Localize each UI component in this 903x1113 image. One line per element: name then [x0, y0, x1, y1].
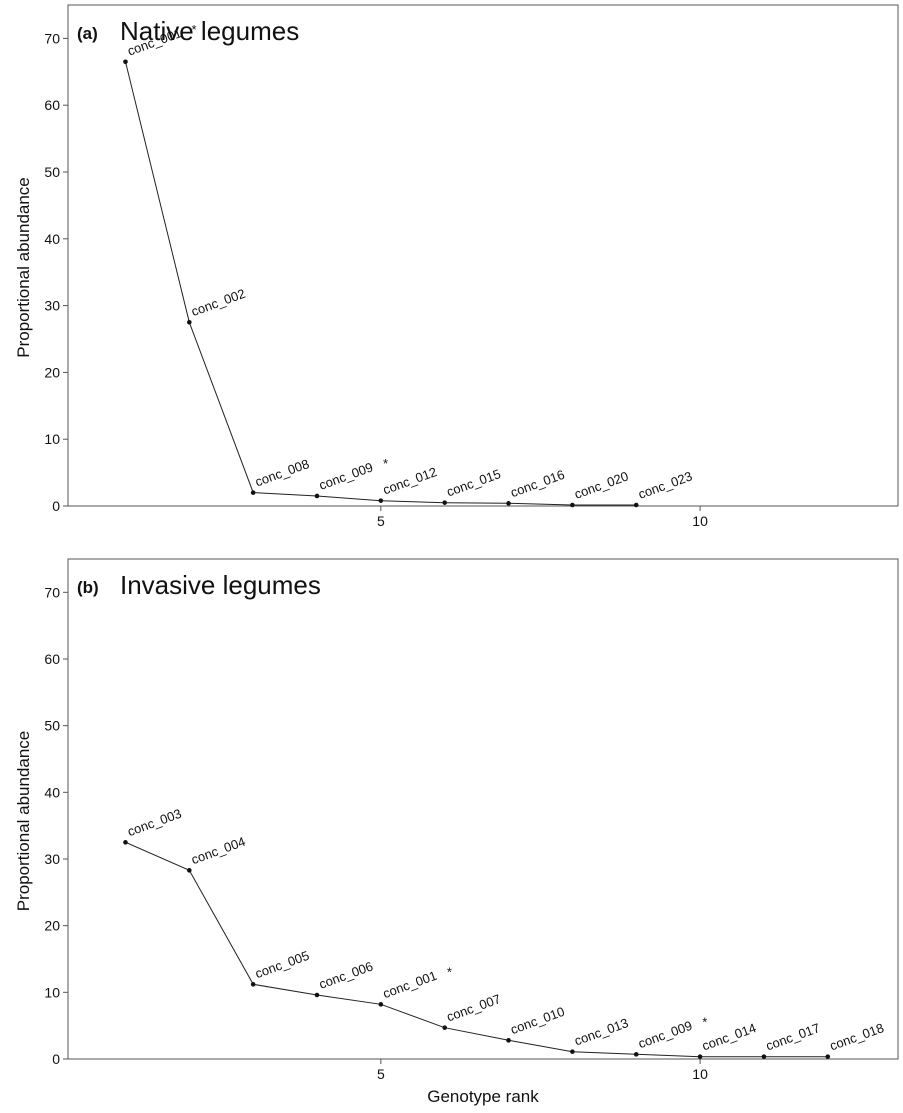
point-asterisk: * [383, 456, 388, 471]
panel-a-native-legumes: (a) Native legumes Proportional abundanc… [14, 4, 899, 529]
panel-b-invasive-legumes: (b) Invasive legumes Proportional abunda… [14, 558, 899, 1082]
point-label: conc_013 [572, 1015, 630, 1048]
data-point [825, 1054, 831, 1059]
point-label: conc_017 [764, 1020, 822, 1053]
data-point [761, 1054, 767, 1059]
data-point [250, 982, 256, 987]
point-label: conc_003 [125, 806, 183, 839]
point-label: conc_012 [381, 464, 439, 497]
data-point [378, 1002, 384, 1007]
data-point [187, 320, 192, 325]
y-tick-label: 30 [44, 298, 60, 314]
data-point [314, 992, 320, 998]
data-point [442, 1025, 447, 1030]
point-asterisk: * [447, 964, 452, 979]
y-tick-label: 40 [44, 231, 60, 247]
data-point [633, 502, 639, 508]
data-point [570, 1049, 575, 1054]
x-axis: 5 10 [377, 1059, 708, 1082]
point-label: conc_023 [636, 468, 694, 501]
point-label: conc_009 [636, 1018, 694, 1051]
y-axis: 0 10 20 30 40 50 60 70 [44, 30, 68, 514]
y-tick-label: 0 [52, 498, 60, 514]
data-point [123, 840, 128, 845]
panel-letter: (a) [77, 24, 98, 43]
point-label: conc_020 [572, 468, 630, 501]
x-tick-label: 10 [692, 513, 708, 529]
data-point [123, 59, 128, 65]
y-tick-label: 30 [44, 851, 60, 867]
data-point [378, 498, 384, 503]
series-polyline [125, 841, 828, 1058]
point-label: conc_007 [445, 991, 503, 1024]
point-label: conc_016 [508, 467, 566, 500]
data-point [250, 490, 256, 495]
y-tick-label: 50 [44, 164, 60, 180]
series-polyline [125, 61, 637, 506]
point-label: conc_009 [317, 459, 375, 492]
series-line [125, 61, 637, 506]
data-point [697, 1054, 703, 1059]
y-tick-label: 50 [44, 718, 60, 734]
point-label: conc_001 [381, 968, 439, 1001]
point-asterisk: * [191, 22, 196, 37]
data-point [506, 501, 511, 506]
y-tick-label: 10 [44, 984, 60, 1000]
x-axis: 5 10 [377, 506, 708, 529]
y-axis-title: Proportional abundance [14, 177, 33, 358]
data-point [442, 500, 447, 505]
x-axis-title: Genotype rank [427, 1087, 539, 1106]
point-label: conc_010 [508, 1004, 566, 1037]
y-tick-label: 70 [44, 584, 60, 600]
panel-title: Native legumes [120, 16, 299, 46]
series-line [125, 841, 828, 1058]
y-tick-label: 20 [44, 918, 60, 934]
data-point [633, 1052, 639, 1057]
y-tick-label: 40 [44, 784, 60, 800]
y-axis: 0 10 20 30 40 50 60 70 [44, 584, 68, 1067]
data-point [506, 1038, 511, 1043]
data-point [187, 868, 192, 873]
point-label: conc_005 [253, 948, 311, 981]
point-label: conc_006 [317, 958, 375, 991]
point-label: conc_014 [700, 1020, 758, 1053]
point-label: conc_018 [828, 1020, 886, 1053]
point-label: conc_015 [445, 466, 503, 499]
x-tick-label: 5 [377, 513, 385, 529]
point-asterisk: * [702, 1014, 707, 1029]
y-tick-label: 0 [52, 1051, 60, 1067]
y-tick-label: 10 [44, 431, 60, 447]
plot-frame [67, 4, 899, 507]
y-axis-title: Proportional abundance [14, 731, 33, 912]
point-label: conc_002 [189, 286, 247, 319]
panel-title: Invasive legumes [120, 570, 321, 600]
y-tick-label: 70 [44, 30, 60, 46]
x-tick-label: 10 [692, 1066, 708, 1082]
panel-letter: (b) [77, 578, 99, 597]
data-point [570, 502, 575, 508]
point-label: conc_004 [189, 834, 247, 867]
y-tick-label: 20 [44, 364, 60, 380]
y-tick-label: 60 [44, 97, 60, 113]
point-label: conc_008 [253, 456, 311, 489]
data-point [314, 493, 320, 499]
x-tick-label: 5 [377, 1066, 385, 1082]
plot-frame [67, 558, 899, 1060]
y-tick-label: 60 [44, 651, 60, 667]
